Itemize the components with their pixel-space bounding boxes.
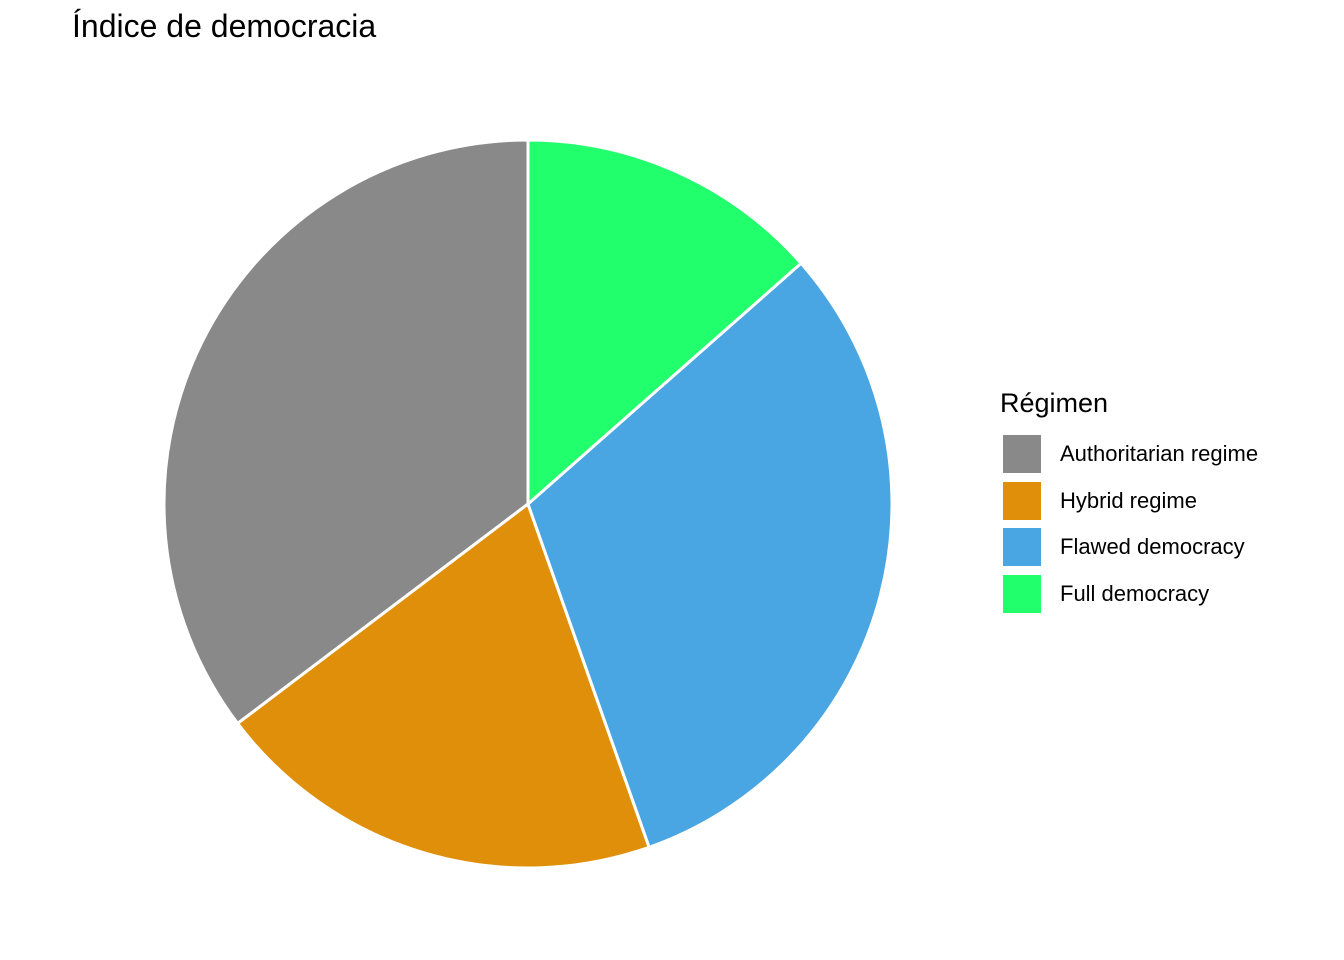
legend-item-flawed: Flawed democracy	[1000, 524, 1258, 571]
legend-label-authoritarian: Authoritarian regime	[1060, 441, 1259, 467]
legend-swatch-flawed	[1002, 527, 1042, 568]
legend-item-full: Full democracy	[1000, 571, 1258, 618]
legend-title: Régimen	[1000, 388, 1109, 418]
pie-slice-hybrid	[236, 502, 651, 870]
legend-label-full: Full democracy	[1060, 580, 1210, 606]
chart-title: Índice de democracia	[72, 8, 377, 44]
pie-slice-authoritarian	[162, 138, 530, 725]
legend-item-hybrid: Hybrid regime	[1000, 478, 1258, 525]
legend: Régimen Authoritarian regime Hybrid regi…	[1000, 388, 1258, 617]
legend-swatch-hybrid	[1002, 480, 1042, 521]
legend-label-flawed: Flawed democracy	[1060, 534, 1245, 560]
legend-item-authoritarian: Authoritarian regime	[1000, 431, 1258, 478]
legend-swatch-authoritarian	[1002, 434, 1042, 475]
legend-swatch-full	[1002, 573, 1042, 614]
legend-label-hybrid: Hybrid regime	[1060, 487, 1197, 513]
pie-slice-flawed	[526, 261, 894, 849]
pie-slice-full	[526, 138, 803, 506]
